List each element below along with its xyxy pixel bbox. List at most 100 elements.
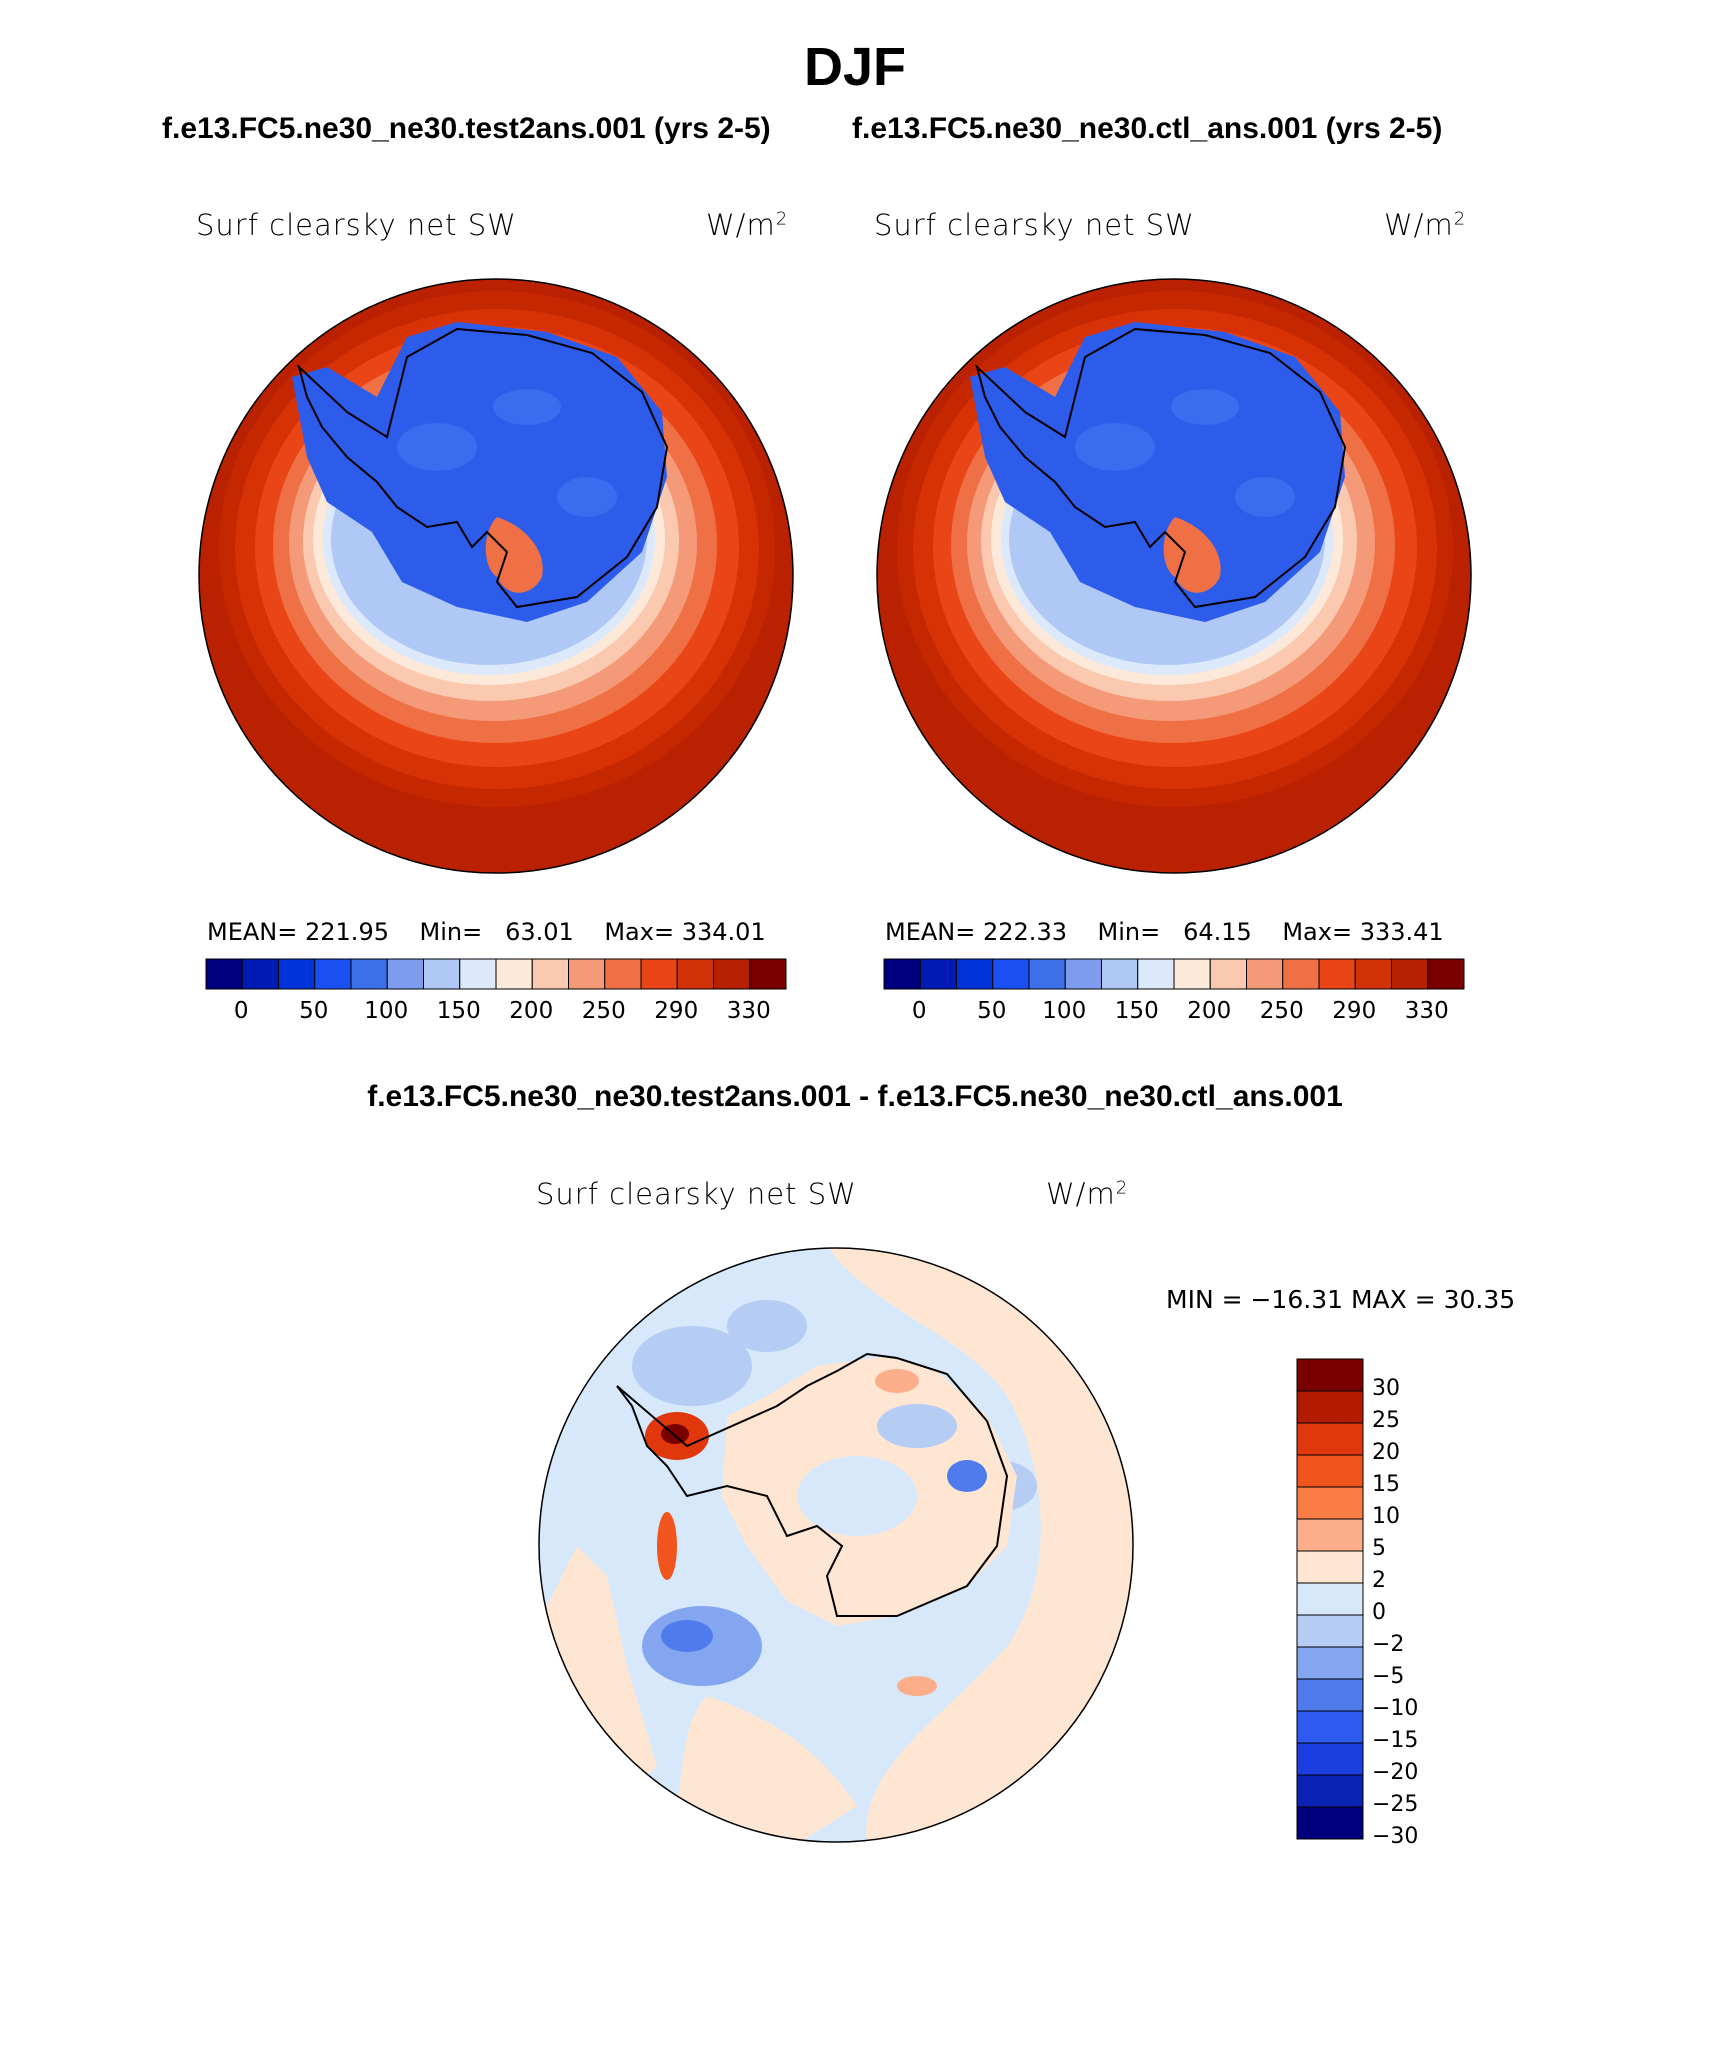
colorbar-swatch [749,958,787,990]
colorbar-tick-label: −20 [1372,1760,1419,1785]
colorbar-tick-label: −15 [1372,1728,1419,1753]
colorbar-swatch [314,958,352,990]
colorbar-tick-label: 330 [1404,998,1449,1024]
colorbar-swatch [1296,1646,1364,1680]
colorbar-tick-label: 10 [1372,1504,1400,1529]
colorbar-swatch [350,958,388,990]
colorbar-swatch [713,958,751,990]
diff-units-label: W/m2 [1046,1177,1129,1211]
colorbar-swatch [1296,1710,1364,1744]
colorbar-swatch [604,958,642,990]
panel1-polar-map [198,278,794,874]
diff-colorbar-ticks: 30 25 20 15 10 5 2 0 −2 −5 −10 −15 −20 −25 −30 [1372,1358,1452,1849]
colorbar-swatch [1354,958,1392,990]
difference-title: f.e13.FC5.ne30_ne30.test2ans.001 - f.e13… [367,1080,1343,1113]
colorbar-tick-label: 330 [726,998,771,1024]
colorbar-tick-label: 0 [911,998,927,1024]
colorbar-tick-label: 100 [364,998,409,1024]
colorbar-tick-label: −10 [1372,1696,1419,1721]
colorbar-swatch [992,958,1030,990]
colorbar-swatch [1296,1486,1364,1520]
colorbar-swatch [1296,1358,1364,1392]
colorbar-tick-label: 150 [1114,998,1159,1024]
panel2-polar-map [876,278,1472,874]
diff-min-max: MIN = −16.31 MAX = 30.35 [1166,1285,1516,1314]
colorbar-swatch [1296,1774,1364,1808]
diff-variable-label: Surf clearsky net SW [536,1177,857,1211]
panel1-units-label: W/m2 [706,208,789,242]
colorbar-swatch [278,958,316,990]
colorbar-swatch [1296,1582,1364,1616]
colorbar-tick-label: 200 [1187,998,1232,1024]
colorbar-tick-label: 50 [977,998,1007,1024]
colorbar-tick-label: 5 [1372,1536,1386,1561]
ctl-case-title: f.e13.FC5.ne30_ne30.ctl_ans.001 (yrs 2-5… [852,112,1443,145]
colorbar-swatch [919,958,957,990]
colorbar-swatch [1137,958,1175,990]
colorbar-tick-label: 200 [509,998,554,1024]
colorbar-swatch [205,958,243,990]
colorbar-tick-label: −2 [1372,1632,1405,1657]
colorbar-swatch [883,958,921,990]
colorbar-swatch [241,958,279,990]
colorbar-swatch [1296,1518,1364,1552]
colorbar-swatch [495,958,533,990]
colorbar-swatch [1296,1550,1364,1584]
test-case-title: f.e13.FC5.ne30_ne30.test2ans.001 (yrs 2-… [162,112,771,145]
colorbar-swatch [1296,1454,1364,1488]
colorbar-tick-label: −30 [1372,1824,1419,1849]
colorbar-swatch [676,958,714,990]
panel1-stats: MEAN= 221.95 Min= 63.01 Max= 334.01 [207,918,766,946]
colorbar-swatch [1064,958,1102,990]
colorbar-swatch [531,958,569,990]
colorbar-tick-label: 100 [1042,998,1087,1024]
colorbar-tick-label: 0 [233,998,249,1024]
colorbar-tick-label: 290 [1332,998,1377,1024]
colorbar-tick-label: −25 [1372,1792,1419,1817]
colorbar-tick-label: 20 [1372,1440,1400,1465]
colorbar-swatch [1296,1678,1364,1712]
panel1-contour-field [199,279,793,873]
colorbar-swatch [1296,1742,1364,1776]
colorbar-swatch [423,958,461,990]
colorbar-swatch [386,958,424,990]
diff-colorbar [1296,1358,1364,1840]
colorbar-tick-label: 0 [1372,1600,1386,1625]
colorbar-swatch [1296,1614,1364,1648]
colorbar-swatch [1318,958,1356,990]
colorbar-swatch [568,958,606,990]
colorbar-tick-label: 30 [1372,1376,1400,1401]
colorbar-swatch [1391,958,1429,990]
colorbar-swatch [1427,958,1465,990]
main-title: DJF [803,37,906,97]
colorbar-swatch [1296,1806,1364,1840]
colorbar-swatch [1296,1390,1364,1424]
colorbar-swatch [1173,958,1211,990]
panel2-stats: MEAN= 222.33 Min= 64.15 Max= 333.41 [885,918,1444,946]
panel1-colorbar [205,958,787,990]
panel2-colorbar-ticks: 0 50 100 150 200 250 290 330 [883,998,1465,1028]
colorbar-swatch [1209,958,1247,990]
colorbar-swatch [459,958,497,990]
colorbar-tick-label: 250 [581,998,626,1024]
colorbar-tick-label: 250 [1259,998,1304,1024]
panel2-units-label: W/m2 [1384,208,1467,242]
colorbar-swatch [956,958,994,990]
colorbar-swatch [1028,958,1066,990]
colorbar-swatch [1296,1422,1364,1456]
colorbar-swatch [640,958,678,990]
colorbar-tick-label: 25 [1372,1408,1400,1433]
colorbar-tick-label: 2 [1372,1568,1386,1593]
colorbar-swatch [1282,958,1320,990]
diff-contour-field [539,1248,1133,1842]
colorbar-tick-label: 15 [1372,1472,1400,1497]
panel2-colorbar [883,958,1465,990]
panel2-contour-field [877,279,1471,873]
panel1-colorbar-ticks: 0 50 100 150 200 250 290 330 [205,998,787,1028]
colorbar-swatch [1246,958,1284,990]
colorbar-tick-label: −5 [1372,1664,1405,1689]
panel1-variable-label: Surf clearsky net SW [196,208,517,242]
panel2-variable-label: Surf clearsky net SW [874,208,1195,242]
colorbar-tick-label: 50 [299,998,329,1024]
diff-polar-map [538,1247,1134,1843]
